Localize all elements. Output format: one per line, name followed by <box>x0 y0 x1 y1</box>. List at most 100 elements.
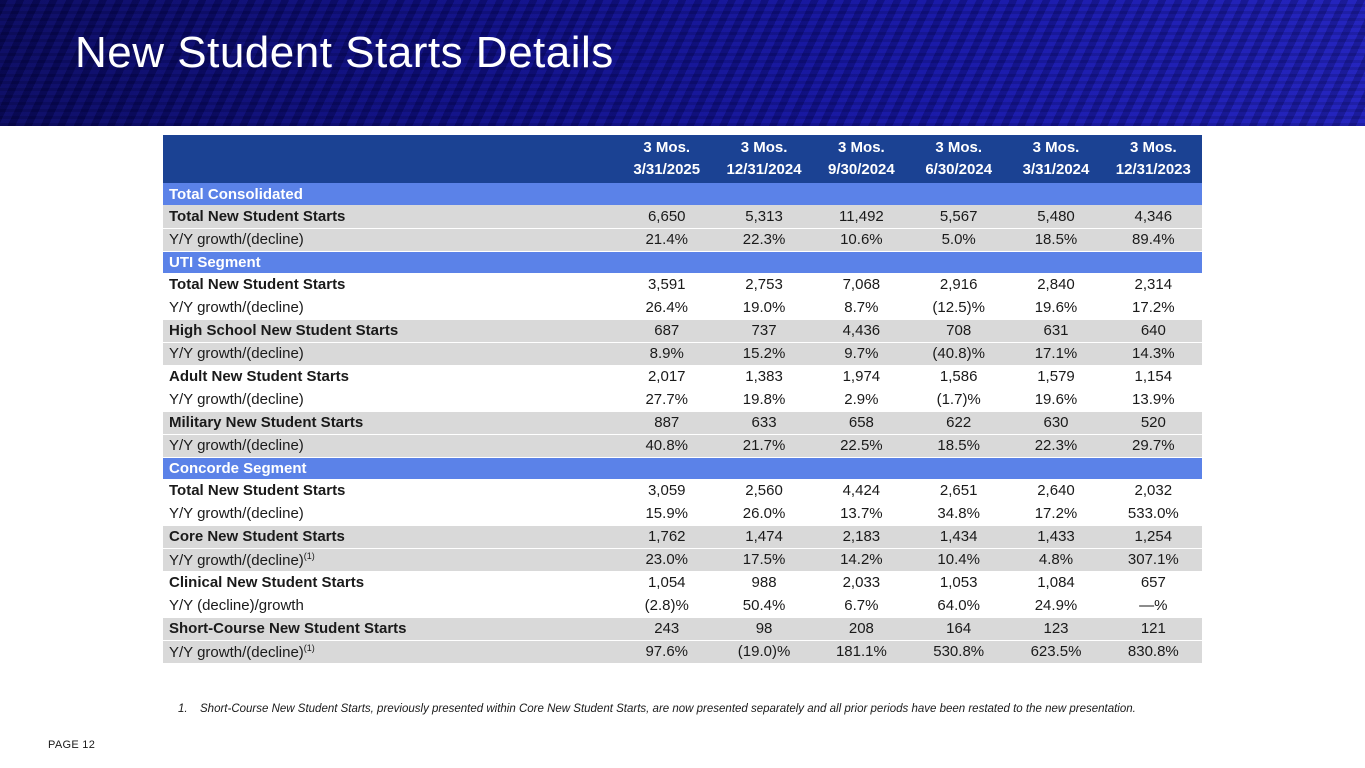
data-row: Adult New Student Starts 2,017 1,383 1,974 1… <box>163 365 1202 389</box>
row-label: Y/Y (decline)/growth <box>163 594 619 618</box>
value-cell: 5,567 <box>910 205 1008 229</box>
row-label: Y/Y growth/(decline) <box>163 388 619 412</box>
page-title: New Student Starts Details <box>75 28 614 77</box>
value-cell: 208 <box>812 617 911 641</box>
section-label: UTI Segment <box>163 251 1202 273</box>
value-cell: 6,650 <box>618 205 716 229</box>
value-cell: 887 <box>618 411 716 435</box>
data-row: Core New Student Starts 1,762 1,474 2,183 1,… <box>163 525 1202 549</box>
value-cell: 4.8% <box>1007 548 1105 572</box>
data-row: Y/Y growth/(decline) 26.4% 19.0% 8.7% (12.5)… <box>163 296 1202 320</box>
row-label: Y/Y growth/(decline) <box>163 434 619 458</box>
value-cell: 22.3% <box>715 228 813 252</box>
row-label: Y/Y growth/(decline)(1) <box>163 640 619 664</box>
value-cell: 687 <box>618 319 716 343</box>
footnote-marker: (1) <box>303 642 315 653</box>
value-cell: 533.0% <box>1104 502 1202 526</box>
row-label: Y/Y growth/(decline)(1) <box>163 548 619 572</box>
value-cell: 14.2% <box>812 548 911 572</box>
data-row: Y/Y growth/(decline) 21.4% 22.3% 10.6% 5.0% 1… <box>163 228 1202 252</box>
data-row: Short-Course New Student Starts 243 98 208 1… <box>163 617 1202 641</box>
value-cell: 2.9% <box>812 388 911 412</box>
value-cell: 64.0% <box>910 594 1008 618</box>
value-cell: 2,753 <box>715 273 813 297</box>
value-cell: 1,154 <box>1104 365 1202 389</box>
row-label: Y/Y growth/(decline) <box>163 228 619 252</box>
value-cell: 40.8% <box>618 434 716 458</box>
value-cell: 19.6% <box>1007 388 1105 412</box>
value-cell: 97.6% <box>618 640 716 664</box>
new-student-starts-table-container: 3 Mos. 3/31/2025 3 Mos. 12/31/2024 3 Mos. 9/3… <box>163 135 1202 664</box>
row-label: Core New Student Starts <box>163 525 619 549</box>
value-cell: 18.5% <box>1007 228 1105 252</box>
value-cell: 2,183 <box>812 525 911 549</box>
value-cell: 243 <box>618 617 716 641</box>
value-cell: 181.1% <box>812 640 911 664</box>
value-cell: 520 <box>1104 411 1202 435</box>
value-cell: 1,974 <box>812 365 911 389</box>
data-row: Clinical New Student Starts 1,054 988 2,033… <box>163 571 1202 595</box>
data-row: Total New Student Starts 3,059 2,560 4,424 2… <box>163 479 1202 503</box>
value-cell: 164 <box>910 617 1008 641</box>
footnote-text: Short-Course New Student Starts, previou… <box>200 703 1136 715</box>
value-cell: 17.1% <box>1007 342 1105 366</box>
value-cell: 34.8% <box>910 502 1008 526</box>
value-cell: 15.9% <box>618 502 716 526</box>
value-cell: 1,586 <box>910 365 1008 389</box>
value-cell: 1,053 <box>910 571 1008 595</box>
value-cell: 1,474 <box>715 525 813 549</box>
value-cell: (19.0)% <box>715 640 813 664</box>
value-cell: 530.8% <box>910 640 1008 664</box>
value-cell: 2,033 <box>812 571 911 595</box>
data-row: Y/Y growth/(decline) 27.7% 19.8% 2.9% (1.7)%… <box>163 388 1202 412</box>
value-cell: 1,434 <box>910 525 1008 549</box>
value-cell: 830.8% <box>1104 640 1202 664</box>
section-row: Concorde Segment <box>163 457 1202 479</box>
data-row: Military New Student Starts 887 633 658 622 6… <box>163 411 1202 435</box>
value-cell: 5.0% <box>910 228 1008 252</box>
value-cell: 9.7% <box>812 342 911 366</box>
value-cell: 1,254 <box>1104 525 1202 549</box>
value-cell: (1.7)% <box>910 388 1008 412</box>
value-cell: 89.4% <box>1104 228 1202 252</box>
value-cell: 19.0% <box>715 296 813 320</box>
value-cell: 8.9% <box>618 342 716 366</box>
section-label: Total Consolidated <box>163 183 1202 205</box>
value-cell: 4,346 <box>1104 205 1202 229</box>
value-cell: 630 <box>1007 411 1105 435</box>
value-cell: 11,492 <box>812 205 911 229</box>
value-cell: 708 <box>910 319 1008 343</box>
row-label: Total New Student Starts <box>163 479 619 503</box>
row-label: Total New Student Starts <box>163 205 619 229</box>
section-row: UTI Segment <box>163 251 1202 273</box>
value-cell: 1,762 <box>618 525 716 549</box>
value-cell: 7,068 <box>812 273 911 297</box>
value-cell: 13.7% <box>812 502 911 526</box>
value-cell: 18.5% <box>910 434 1008 458</box>
data-row: Y/Y growth/(decline) 40.8% 21.7% 22.5% 18.5%… <box>163 434 1202 458</box>
value-cell: 21.7% <box>715 434 813 458</box>
value-cell: 737 <box>715 319 813 343</box>
data-row: Y/Y growth/(decline)(1) 97.6% (19.0)% 181.1… <box>163 640 1202 664</box>
value-cell: 22.5% <box>812 434 911 458</box>
value-cell: 22.3% <box>1007 434 1105 458</box>
new-student-starts-table: 3 Mos. 3/31/2025 3 Mos. 12/31/2024 3 Mos. 9/3… <box>163 135 1202 664</box>
value-cell: 640 <box>1104 319 1202 343</box>
value-cell: 2,314 <box>1104 273 1202 297</box>
value-cell: 2,017 <box>618 365 716 389</box>
value-cell: 2,916 <box>910 273 1008 297</box>
value-cell: 623.5% <box>1007 640 1105 664</box>
value-cell: 24.9% <box>1007 594 1105 618</box>
data-row: Y/Y growth/(decline)(1) 23.0% 17.5% 14.2% 10… <box>163 548 1202 572</box>
value-cell: 19.6% <box>1007 296 1105 320</box>
value-cell: 631 <box>1007 319 1105 343</box>
value-cell: 5,313 <box>715 205 813 229</box>
value-cell: 17.2% <box>1007 502 1105 526</box>
column-header-9-30-2024: 3 Mos. 9/30/2024 <box>812 135 911 183</box>
value-cell: 2,560 <box>715 479 813 503</box>
value-cell: 29.7% <box>1104 434 1202 458</box>
value-cell: 1,054 <box>618 571 716 595</box>
section-label: Concorde Segment <box>163 457 1202 479</box>
row-label: Clinical New Student Starts <box>163 571 619 595</box>
column-header-6-30-2024: 3 Mos. 6/30/2024 <box>910 135 1008 183</box>
